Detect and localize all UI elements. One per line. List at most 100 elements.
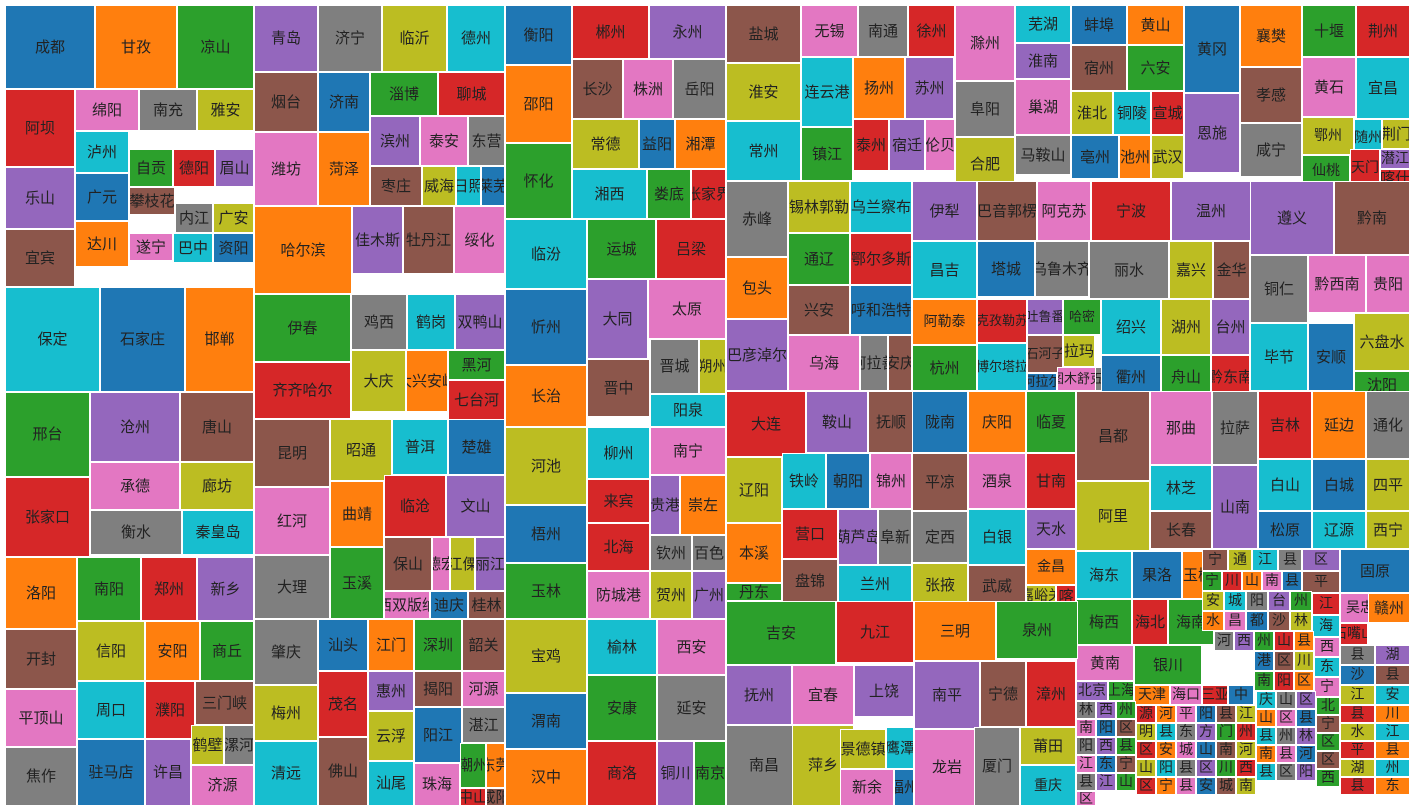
treemap-cell-label: 鹤壁 (192, 735, 223, 754)
treemap-cell-label: 亳州 (1079, 147, 1110, 166)
treemap-cell-label: 日喀则 (1057, 586, 1075, 605)
treemap-cell: 深圳 (414, 619, 462, 671)
treemap-cell-label: 济宁 (334, 29, 365, 47)
treemap-cell-label: 阿拉尔 (1028, 374, 1056, 390)
treemap-cell-label: 阿克苏 (1041, 201, 1087, 220)
treemap-cell-label: 安 (1385, 687, 1400, 703)
treemap-cell: 通化 (1366, 391, 1410, 459)
treemap-cell-label: 县 (1299, 710, 1313, 726)
treemap-cell: 陇南 (912, 391, 968, 453)
treemap-cell: 济源 (191, 765, 254, 806)
treemap-cell-label: 宁德 (987, 684, 1018, 703)
treemap-cell: 漳州 (1026, 661, 1076, 727)
treemap-cell: 平 (1302, 571, 1340, 593)
treemap-cell: 中山 (460, 788, 486, 806)
treemap-cell-label: 桂林 (471, 595, 502, 614)
treemap-cell-label: 县 (1350, 647, 1365, 663)
treemap-cell: 庆阳 (968, 391, 1026, 453)
treemap-cell: 县 (1375, 665, 1410, 685)
treemap-cell: 台州 (1211, 299, 1250, 355)
treemap-cell-label: 博尔塔拉 (977, 359, 1027, 375)
treemap-cell-label: 德宏 (433, 556, 449, 572)
treemap-cell: 山 (1276, 691, 1296, 709)
treemap-cell: 德州 (447, 5, 505, 72)
treemap-cell: 丽江 (475, 537, 505, 591)
treemap-cell: 区 (1076, 791, 1096, 806)
treemap-cell-label: 宁 (1159, 778, 1173, 794)
treemap-cell-label: 县 (1283, 552, 1297, 568)
treemap-cell: 阳 (1096, 719, 1116, 737)
treemap-cell: 州 (1276, 727, 1296, 745)
treemap-cell: 无锡 (801, 5, 858, 57)
treemap-cell: 晋中 (587, 359, 650, 417)
treemap-cell-label: 乌兰察布 (851, 197, 912, 216)
treemap-cell: 城 (1176, 741, 1196, 759)
treemap-cell: 新乡 (197, 557, 254, 621)
treemap-cell: 衡水 (90, 510, 182, 555)
treemap-cell-label: 巴音郭楞 (977, 201, 1037, 220)
treemap-cell: 临夏 (1026, 391, 1076, 453)
treemap-cell-label: 阳 (1299, 764, 1313, 780)
treemap-cell: 州 (1116, 701, 1136, 719)
treemap-cell: 眉山 (215, 149, 254, 187)
treemap-cell: 忻州 (505, 289, 587, 365)
treemap-cell: 安 (1196, 777, 1216, 795)
treemap-cell-label: 河 (1159, 706, 1173, 722)
treemap-cell-label: 安阳 (157, 641, 188, 660)
treemap-cell-label: 宁 (1205, 573, 1219, 589)
treemap-cell-label: 伊春 (287, 318, 318, 337)
treemap-cell: 益阳 (639, 119, 675, 169)
treemap-cell: 上饶 (854, 665, 914, 717)
treemap-cell-label: 嘉峪关 (1027, 588, 1055, 604)
treemap-cell: 县 (1340, 645, 1375, 665)
treemap-cell: 吐鲁番 (1027, 299, 1063, 335)
treemap-cell: 临沂 (382, 5, 447, 72)
treemap-cell: 阳 (1196, 705, 1216, 723)
treemap-cell: 阿里 (1076, 481, 1150, 551)
treemap-cell-label: 百色 (693, 543, 724, 562)
treemap-cell: 东 (1375, 777, 1410, 795)
treemap-cell-label: 西 (1320, 639, 1334, 655)
treemap-cell-label: 兰州 (859, 574, 890, 593)
treemap-cell-label: 楚雄 (461, 437, 492, 456)
treemap-cell-label: 孝感 (1255, 85, 1286, 104)
treemap-cell-label: 晋中 (603, 378, 634, 397)
treemap-cell-label: 秦皇岛 (195, 523, 241, 541)
treemap-cell: 河 (1214, 631, 1234, 651)
treemap-cell: 川 (1216, 759, 1236, 777)
treemap-cell-label: 衡水 (120, 523, 151, 541)
treemap-cell: 达川 (75, 221, 129, 267)
treemap-cell: 湘西 (572, 169, 647, 219)
treemap-cell: 区 (1302, 549, 1340, 571)
treemap-cell-label: 川 (1219, 760, 1233, 776)
treemap-cell-label: 日照 (457, 178, 480, 194)
treemap-cell-label: 怒江傈僳 (451, 556, 474, 572)
treemap-cell-label: 固原 (1359, 561, 1390, 580)
treemap-cell-label: 湖 (1350, 760, 1365, 776)
treemap-cell-label: 铜陵 (1116, 103, 1147, 122)
treemap-cell: 台 (1268, 591, 1290, 611)
treemap-cell: 周口 (77, 681, 145, 739)
treemap-cell: 南平 (914, 661, 980, 729)
treemap-cell-label: 昆明 (276, 443, 307, 462)
treemap-cell-label: 九江 (859, 622, 890, 641)
treemap-cell-label: 揭阳 (422, 679, 453, 698)
treemap-cell-label: 株洲 (632, 79, 663, 98)
treemap-cell-label: 山 (1279, 692, 1293, 708)
treemap-cell-label: 县 (1285, 573, 1299, 589)
treemap-cell-label: 西安 (676, 637, 707, 656)
treemap-cell-label: 东 (1320, 659, 1334, 675)
treemap-cell: 商洛 (587, 741, 657, 806)
treemap-cell-label: 长治 (530, 386, 561, 405)
treemap-cell: 邢台 (5, 392, 90, 477)
treemap-cell-label: 三亚 (1202, 687, 1228, 703)
treemap-cell-label: 河 (1239, 742, 1253, 758)
treemap-cell: 县 (1156, 723, 1176, 741)
treemap-cell-label: 区 (1139, 742, 1153, 758)
treemap-cell: 克孜勒苏 (977, 299, 1027, 343)
treemap-cell-label: 新乡 (210, 579, 241, 598)
treemap-cell-label: 苏州 (914, 78, 945, 97)
treemap-cell-label: 许昌 (152, 763, 183, 781)
treemap-cell-label: 乌海 (808, 353, 839, 372)
treemap-cell: 河 (1236, 741, 1256, 759)
